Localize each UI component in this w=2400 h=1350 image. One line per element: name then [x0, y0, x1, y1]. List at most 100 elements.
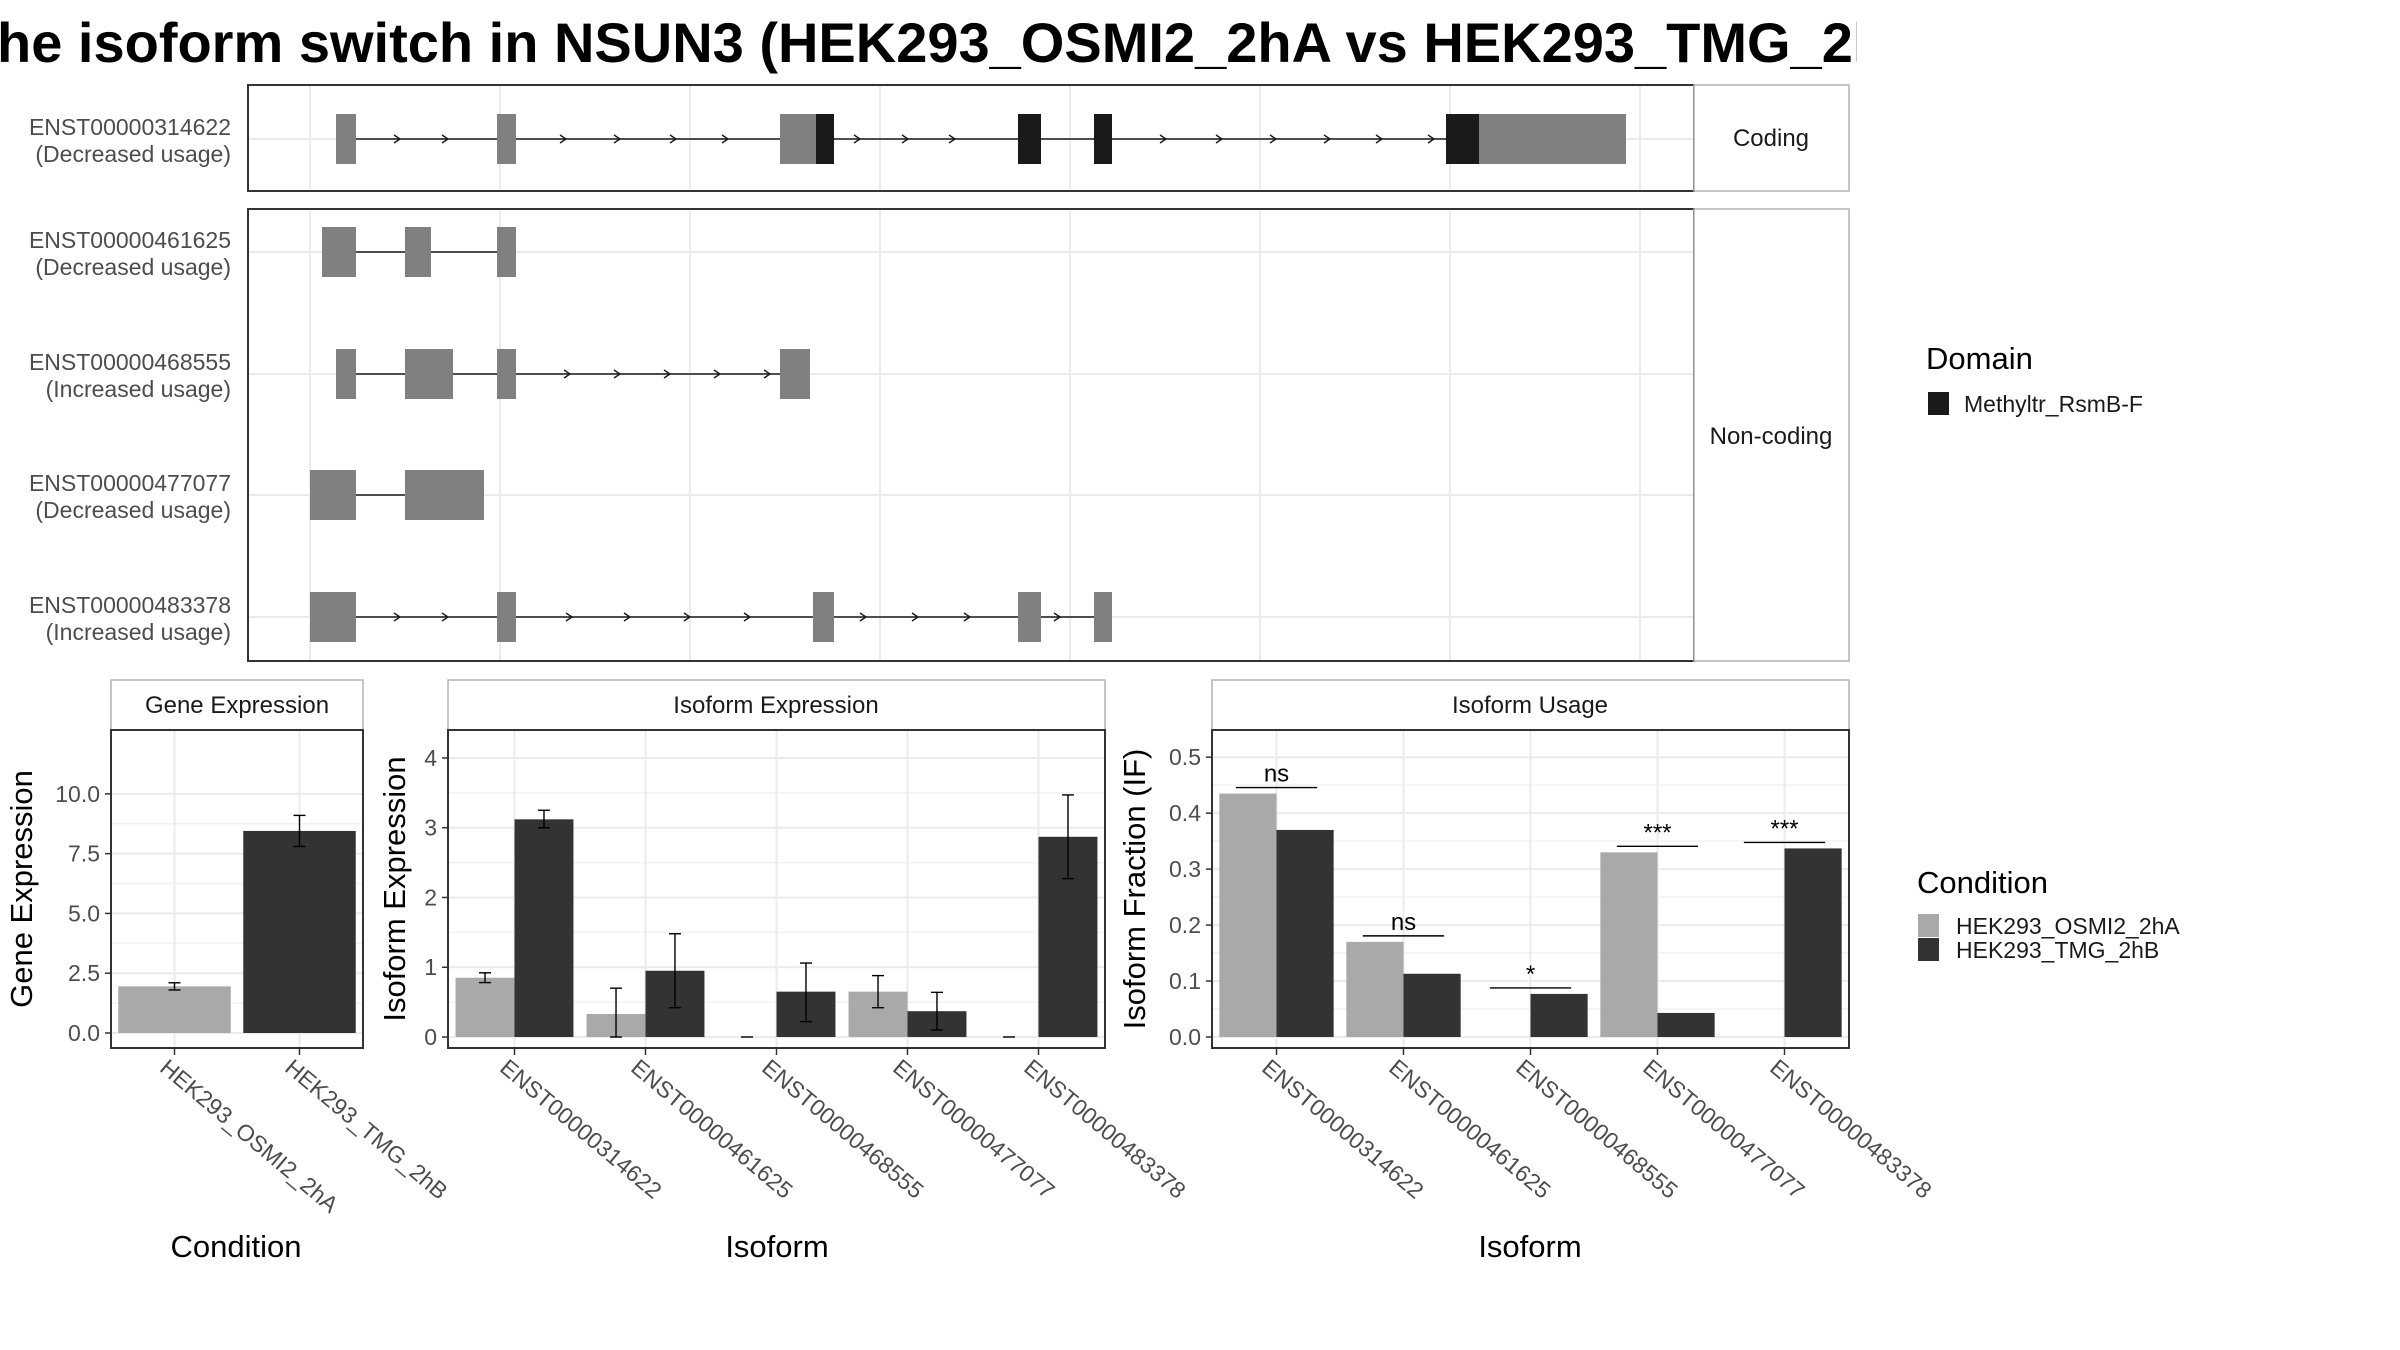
strand-arrow	[1053, 612, 1062, 622]
condition-legend-label-a: HEK293_OSMI2_2hA	[1956, 913, 2180, 939]
domain-legend: Domain Methyltr_RsmB-F	[1926, 341, 2143, 417]
exon	[497, 592, 516, 642]
domain-legend-swatch	[1928, 392, 1949, 415]
strand-arrow	[441, 612, 450, 622]
utr-exon	[336, 127, 352, 151]
significance-label: ***	[1770, 815, 1798, 842]
condition-legend-label-b: HEK293_TMG_2hB	[1956, 937, 2159, 963]
strand-arrow	[565, 612, 574, 622]
strand-arrow	[663, 369, 672, 379]
transcript-model-ENST00000477077	[310, 470, 484, 520]
condition-legend: Condition HEK293_OSMI2_2hA HEK293_TMG_2h…	[1917, 865, 2180, 963]
exon	[1482, 114, 1626, 164]
transcript-label: ENST00000477077	[29, 470, 231, 496]
y-tick-label: 0.0	[1169, 1024, 1201, 1050]
strand-arrow	[613, 134, 622, 144]
gene-expression-xlabel: Condition	[171, 1229, 302, 1264]
transcript-model-ENST00000461625	[322, 227, 516, 277]
strand-arrow	[1269, 134, 1278, 144]
transcript-model-ENST00000468555	[336, 349, 810, 399]
strand-arrow	[713, 369, 722, 379]
strand-arrow	[559, 134, 568, 144]
isoform-usage-strip	[1211, 679, 1850, 731]
transcript-usage-label: (Increased usage)	[46, 376, 231, 402]
isoform-expression-ylabel: Isoform Expression	[377, 756, 412, 1021]
strand-arrow	[743, 612, 752, 622]
transcript-usage-label: (Increased usage)	[46, 619, 231, 645]
bar	[1346, 941, 1404, 1037]
exon	[310, 470, 356, 520]
exon	[405, 227, 431, 277]
gene-expression-frame	[110, 729, 364, 1049]
strand-arrow	[683, 612, 692, 622]
bar	[1276, 829, 1334, 1037]
significance-label: ns	[1391, 909, 1416, 936]
strand-arrow	[1323, 134, 1332, 144]
transcript-models	[310, 114, 1626, 642]
exon	[322, 227, 356, 277]
strand-arrow	[763, 369, 772, 379]
strand-arrow	[948, 134, 957, 144]
exon	[310, 592, 356, 642]
y-tick-label: 3	[424, 815, 437, 841]
y-tick-label: 0.1	[1169, 968, 1201, 994]
isoform-usage-frame	[1211, 729, 1850, 1049]
strand-arrow	[669, 134, 678, 144]
y-tick-label: 2	[424, 884, 437, 910]
condition-legend-title: Condition	[1917, 865, 2048, 900]
transcript-usage-label: (Decreased usage)	[35, 141, 231, 167]
strand-arrow	[441, 134, 450, 144]
domain-methyltr-rsmb-f	[816, 114, 834, 164]
facet-strip-coding	[1693, 84, 1850, 192]
condition-legend-swatch-a	[1918, 914, 1939, 937]
transcript-model-ENST00000314622	[336, 114, 1626, 164]
significance-label: ***	[1643, 819, 1671, 846]
y-tick-label: 0.2	[1169, 912, 1201, 938]
noncoding-panel	[247, 208, 1695, 662]
facet-label-coding: Coding	[1733, 125, 1809, 152]
y-tick-label: 2.5	[68, 960, 100, 986]
strand-arrow	[393, 612, 402, 622]
isoform-expression-panel: Isoform Expression 01234ENST00000314622E…	[377, 679, 1191, 1264]
bar	[1600, 852, 1658, 1037]
exon	[497, 227, 516, 277]
transcript-label: ENST00000314622	[29, 114, 231, 140]
y-tick-label: 0.0	[68, 1020, 100, 1046]
exon	[352, 114, 356, 164]
isoform-expression-plot: 01234ENST00000314622ENST00000461625ENST0…	[424, 730, 1191, 1204]
bar	[1784, 848, 1842, 1037]
bar	[514, 819, 574, 1037]
transcript-label: ENST00000483378	[29, 592, 231, 618]
exon	[336, 349, 356, 399]
strand-arrow	[859, 612, 868, 622]
exon	[497, 349, 516, 399]
condition-legend-swatch-b	[1918, 938, 1939, 961]
exon	[1018, 592, 1041, 642]
exon	[497, 114, 516, 164]
strand-arrow	[563, 369, 572, 379]
domain-methyltr-rsmb-f	[1446, 114, 1479, 164]
y-tick-label: 10.0	[55, 781, 100, 807]
bar	[1657, 1012, 1715, 1037]
strand-arrow	[1375, 134, 1384, 144]
strand-arrow	[623, 612, 632, 622]
y-tick-label: 0.3	[1169, 856, 1201, 882]
significance-label: ns	[1264, 761, 1289, 788]
y-tick-label: 7.5	[68, 841, 100, 867]
gene-expression-strip-label: Gene Expression	[145, 692, 329, 719]
exon	[1094, 592, 1112, 642]
facet-strip-noncoding	[1693, 208, 1850, 662]
domain-legend-title: Domain	[1926, 341, 2033, 376]
strand-arrow	[901, 134, 910, 144]
facet-label-noncoding: Non-coding	[1710, 423, 1833, 450]
exon	[780, 349, 810, 399]
transcript-label: ENST00000468555	[29, 349, 231, 375]
transcript-model-ENST00000483378	[310, 592, 1112, 642]
exon	[813, 592, 834, 642]
isoform-expression-xlabel: Isoform	[725, 1229, 828, 1264]
isoform-expression-frame	[447, 729, 1106, 1049]
transcript-usage-label: (Decreased usage)	[35, 254, 231, 280]
exon	[405, 470, 484, 520]
isoform-usage-strip-label: Isoform Usage	[1452, 692, 1608, 719]
bar	[243, 830, 356, 1033]
